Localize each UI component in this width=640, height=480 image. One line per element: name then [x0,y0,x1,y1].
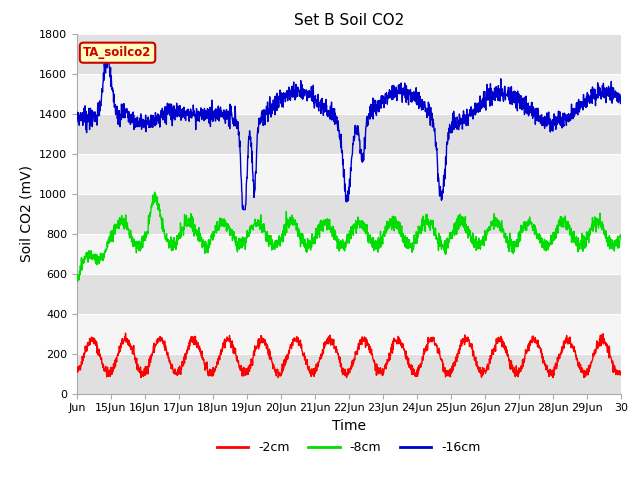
Bar [77,73,621,114]
Bar [77,274,621,313]
Y-axis label: Soil CO2 (mV): Soil CO2 (mV) [19,165,33,262]
Bar [77,34,621,73]
X-axis label: Time: Time [332,419,366,433]
Legend: -2cm, -8cm, -16cm: -2cm, -8cm, -16cm [212,436,486,459]
Bar [77,313,621,354]
Title: Set B Soil CO2: Set B Soil CO2 [294,13,404,28]
Bar [77,114,621,154]
Bar [77,154,621,193]
Bar [77,193,621,234]
Text: TA_soilco2: TA_soilco2 [83,46,152,59]
Bar [77,234,621,274]
Bar [77,354,621,394]
